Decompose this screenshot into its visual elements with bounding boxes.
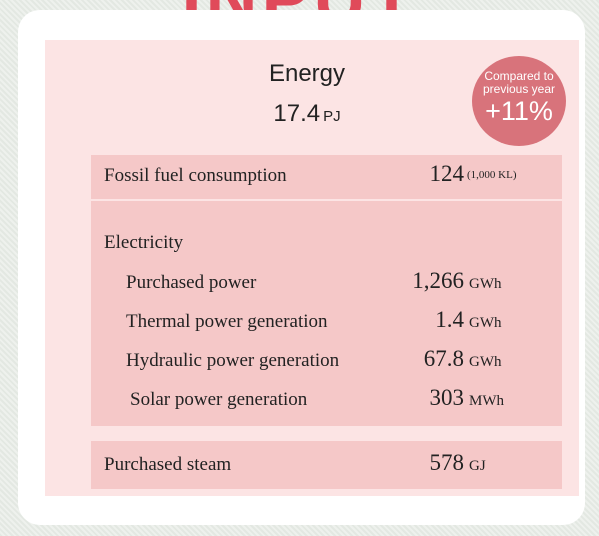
item-unit: GWh <box>469 354 502 370</box>
row-label: Fossil fuel consumption <box>104 165 287 186</box>
item-unit: GWh <box>469 315 502 331</box>
item-label: Thermal power generation <box>126 311 328 332</box>
row-value: 124 <box>429 161 465 186</box>
badge-value: +11% <box>485 96 553 126</box>
electricity-label: Electricity <box>104 232 184 253</box>
item-label: Hydraulic power generation <box>126 350 340 371</box>
item-label: Solar power generation <box>130 389 308 410</box>
electricity-box <box>91 201 562 426</box>
item-value: 1.4 <box>435 307 464 332</box>
badge-line: previous year <box>482 82 556 96</box>
item-value: 1,266 <box>412 268 464 293</box>
row-unit: GJ <box>469 458 486 474</box>
fossil-row <box>91 155 562 199</box>
steam-row <box>91 441 562 489</box>
badge: Compared to previous year +11% <box>472 56 566 146</box>
row-unit: (1,000 KL) <box>467 169 517 181</box>
energy-label: Energy <box>268 60 346 87</box>
badge-line: Compared to <box>484 69 554 83</box>
item-value: 67.8 <box>423 346 464 371</box>
item-unit: GWh <box>469 276 502 292</box>
item-label: Purchased power <box>126 272 257 293</box>
energy-value: 17.4 PJ <box>45 100 569 128</box>
item-unit: MWh <box>469 393 504 409</box>
energy-unit: PJ <box>323 108 341 125</box>
energy-number: 17.4 <box>273 100 321 127</box>
row-label: Purchased steam <box>104 454 232 475</box>
item-value: 303 <box>429 385 465 410</box>
row-value: 578 <box>429 450 465 475</box>
